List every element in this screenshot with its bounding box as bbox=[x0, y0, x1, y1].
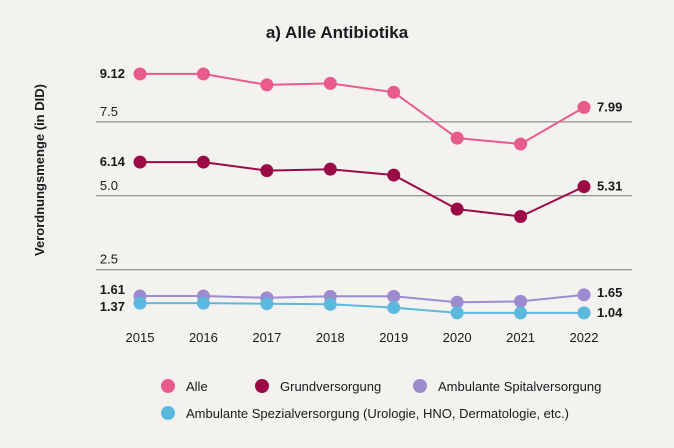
data-point bbox=[577, 306, 591, 320]
x-tick-label: 2017 bbox=[252, 330, 281, 345]
legend-marker bbox=[413, 379, 427, 393]
data-point bbox=[260, 297, 274, 311]
data-point bbox=[133, 296, 147, 310]
start-value-label: 9.12 bbox=[100, 66, 125, 81]
data-point bbox=[387, 289, 401, 303]
data-point bbox=[196, 296, 210, 310]
x-tick-label: 2015 bbox=[126, 330, 155, 345]
data-point bbox=[196, 67, 210, 81]
start-value-label: 1.37 bbox=[100, 299, 125, 314]
legend-marker bbox=[255, 379, 269, 393]
y-tick-label: 5.0 bbox=[100, 178, 118, 193]
legend-label: Alle bbox=[186, 379, 208, 394]
legend-label: Ambulante Spitalversorgung bbox=[438, 379, 601, 394]
data-point bbox=[260, 78, 274, 92]
data-point bbox=[387, 85, 401, 99]
end-value-label: 5.31 bbox=[597, 179, 622, 194]
legend-marker bbox=[161, 406, 175, 420]
data-point bbox=[323, 162, 337, 176]
data-point bbox=[387, 168, 401, 182]
legend-label: Grundversorgung bbox=[280, 379, 381, 394]
y-axis-label: Verordnungsmenge (in DID) bbox=[32, 84, 47, 256]
start-value-label: 6.14 bbox=[100, 154, 126, 169]
legend-marker bbox=[161, 379, 175, 393]
y-tick-label: 7.5 bbox=[100, 104, 118, 119]
data-point bbox=[450, 131, 464, 145]
data-point bbox=[196, 155, 210, 169]
data-point bbox=[323, 76, 337, 90]
end-value-label: 1.65 bbox=[597, 285, 622, 300]
data-point bbox=[450, 295, 464, 309]
x-tick-label: 2018 bbox=[316, 330, 345, 345]
chart-title: a) Alle Antibiotika bbox=[266, 23, 409, 42]
series-line-3 bbox=[140, 302, 584, 314]
data-point bbox=[514, 306, 528, 320]
data-point bbox=[260, 164, 274, 178]
x-tick-label: 2020 bbox=[443, 330, 472, 345]
data-point bbox=[133, 67, 147, 81]
start-value-label: 1.61 bbox=[100, 282, 125, 297]
series-line-1 bbox=[140, 161, 585, 218]
end-value-label: 7.99 bbox=[597, 99, 622, 114]
x-tick-label: 2021 bbox=[506, 330, 535, 345]
data-point bbox=[514, 137, 528, 151]
x-tick-label: 2022 bbox=[570, 330, 599, 345]
data-point bbox=[514, 294, 528, 308]
data-point bbox=[577, 180, 591, 194]
end-value-label: 1.04 bbox=[597, 305, 623, 320]
data-point bbox=[450, 202, 464, 216]
x-tick-label: 2016 bbox=[189, 330, 218, 345]
data-point bbox=[387, 301, 401, 315]
y-tick-label: 2.5 bbox=[100, 252, 118, 267]
legend-label: Ambulante Spezialversorgung (Urologie, H… bbox=[186, 406, 569, 421]
data-point bbox=[450, 306, 464, 320]
data-point bbox=[514, 209, 528, 223]
data-point bbox=[577, 288, 591, 302]
series-line-2 bbox=[140, 293, 585, 304]
data-point bbox=[133, 155, 147, 169]
series-line-0 bbox=[140, 72, 585, 146]
data-point bbox=[577, 100, 591, 114]
data-point bbox=[323, 297, 337, 311]
x-tick-label: 2019 bbox=[379, 330, 408, 345]
